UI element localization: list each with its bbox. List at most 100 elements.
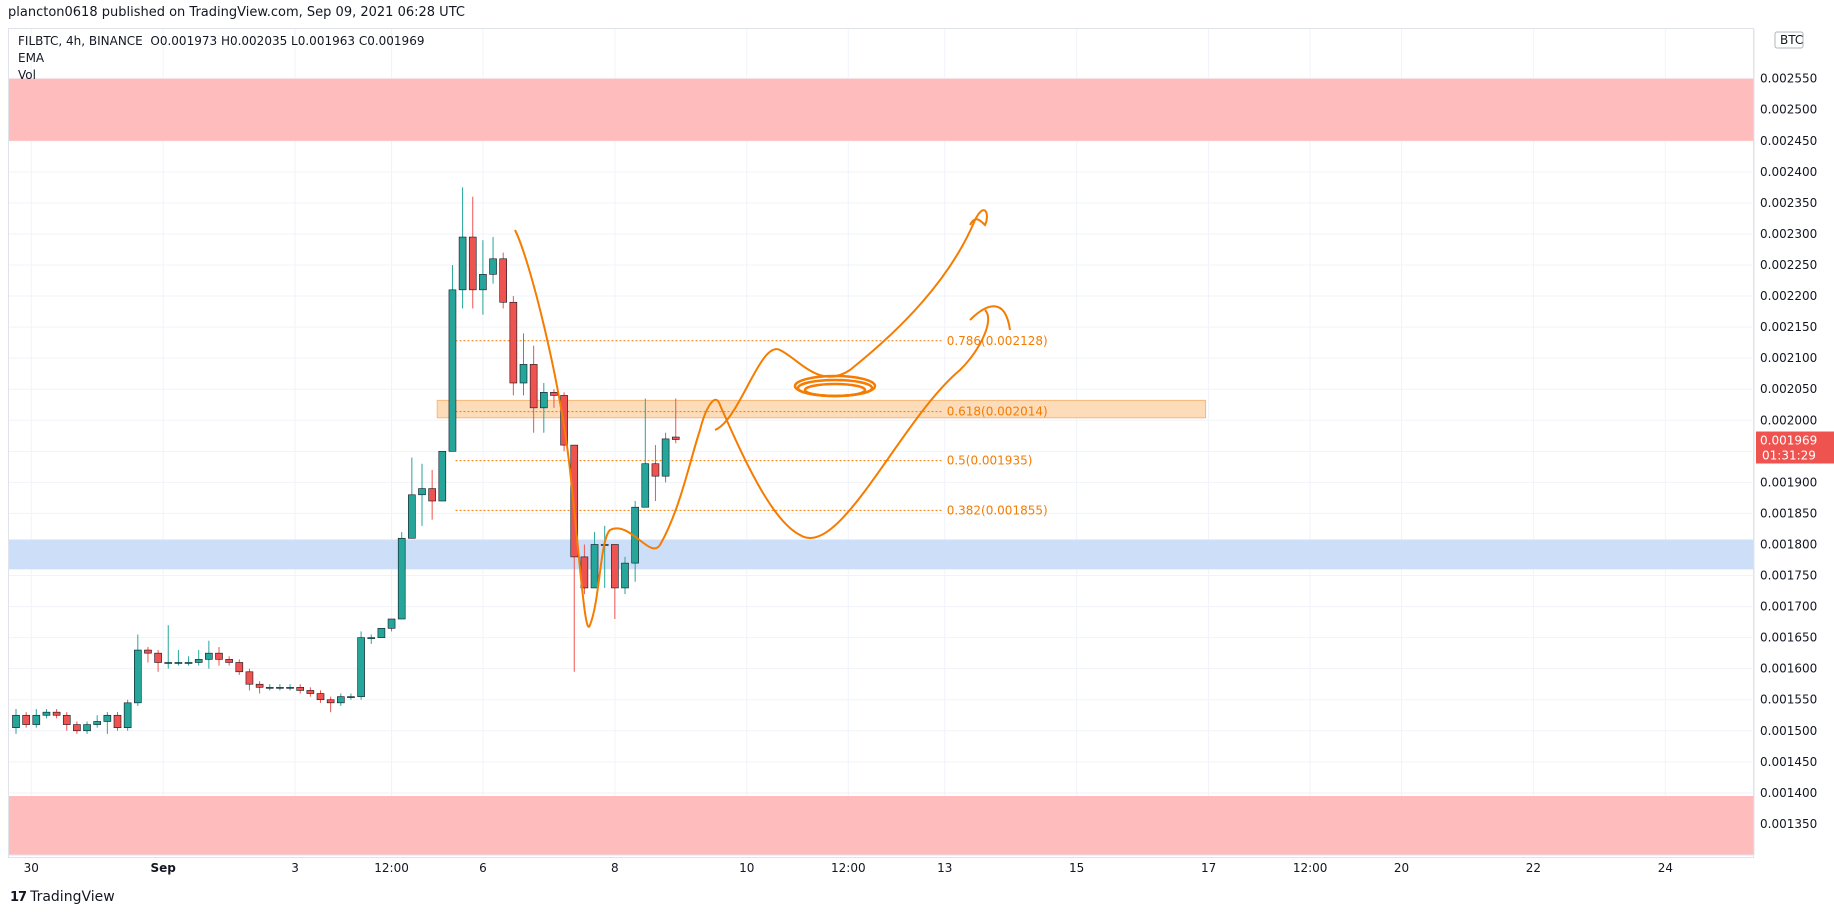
candle-body [215, 652, 223, 660]
candle-body [113, 714, 122, 728]
legend-ohlc-row: FILBTC, 4h, BINANCE O0.001973 H0.002035 … [18, 33, 424, 50]
lower-red-zone [9, 796, 1754, 855]
price-tick-label: 0.001600 [1760, 662, 1817, 676]
candle-body [367, 637, 376, 639]
target-scribble [793, 374, 877, 398]
footer-brand[interactable]: 17 TradingView [10, 889, 115, 905]
candle-body [428, 488, 436, 502]
time-tick-label: 24 [1658, 861, 1673, 875]
price-tick-label: 0.002400 [1760, 165, 1817, 179]
price-tick-label: 0.002300 [1760, 227, 1817, 241]
candle-body [144, 649, 152, 654]
time-tick-label: 30 [24, 861, 39, 875]
candle-body [12, 714, 20, 728]
candle-body [387, 618, 396, 629]
candle-body [539, 392, 548, 409]
fib-level-label: 0.382(0.001855) [947, 503, 1048, 517]
price-tick-label: 0.002250 [1760, 258, 1817, 272]
publish-header: plancton0618 published on TradingView.co… [8, 5, 465, 20]
price-tick-label: 0.002100 [1760, 351, 1817, 365]
candle-body [296, 687, 305, 691]
time-tick-label: 12:00 [1293, 861, 1328, 875]
time-tick-label: 20 [1394, 861, 1409, 875]
projection-path-upper [714, 209, 988, 431]
currency-badge[interactable] [1774, 31, 1804, 49]
candle-body [509, 301, 518, 384]
legend-symbol: FILBTC, 4h, BINANCE [18, 34, 143, 48]
price-tick-label: 0.002500 [1760, 103, 1817, 117]
support-zone [9, 539, 1754, 570]
price-tick-label: 0.001900 [1760, 475, 1817, 489]
legend-high: H0.002035 [220, 34, 288, 48]
candle-body [174, 662, 183, 664]
price-tick-label: 0.002050 [1760, 382, 1817, 396]
upper-resistance-zone [9, 78, 1754, 141]
candle-body [123, 702, 132, 728]
candle-body [32, 714, 41, 725]
candle-body [103, 714, 112, 722]
price-tick-label: 0.002450 [1760, 134, 1817, 148]
candle-body [154, 652, 162, 663]
legend-close: C0.001969 [358, 34, 425, 48]
candle-body [62, 714, 71, 725]
time-tick-label: 12:00 [831, 861, 866, 875]
currency-badge-label: BTC [1780, 33, 1803, 47]
time-tick-label: 3 [291, 861, 299, 875]
candle-body [286, 687, 294, 689]
candle-body [265, 687, 274, 689]
time-tick-label: 13 [937, 861, 952, 875]
legend-low: L0.001963 [291, 34, 355, 48]
price-tick-label: 0.002200 [1760, 289, 1817, 303]
bar-countdown: 01:31:29 [1762, 449, 1816, 463]
footer-brand-label: TradingView [30, 889, 115, 905]
candle-body [164, 662, 173, 664]
candle-body [590, 544, 599, 589]
candle-body [621, 562, 629, 589]
time-tick-label: 8 [611, 861, 619, 875]
time-tick-label: 6 [479, 861, 487, 875]
candle-body [194, 659, 203, 663]
candle-body [408, 494, 416, 539]
price-tick-label: 0.001750 [1760, 569, 1817, 583]
price-tick-label: 0.001850 [1760, 506, 1817, 520]
price-tick-label: 0.001550 [1760, 693, 1817, 707]
candle-body [73, 724, 81, 732]
price-tick-label: 0.001700 [1760, 600, 1817, 614]
candle-body [235, 662, 244, 673]
time-tick-label: 10 [739, 861, 754, 875]
candle-body [377, 628, 386, 638]
candle-body [134, 649, 142, 704]
candle-body [671, 436, 680, 440]
projection-path-tail [969, 305, 1011, 331]
candle-body [347, 696, 355, 698]
time-tick-label: 22 [1526, 861, 1541, 875]
legend-vol[interactable]: Vol [18, 68, 36, 82]
fib-level-label: 0.618(0.002014) [947, 405, 1048, 419]
time-tick-label: 15 [1069, 861, 1084, 875]
price-tick-label: 0.001500 [1760, 724, 1817, 738]
chart-legend: FILBTC, 4h, BINANCE O0.001973 H0.002035 … [18, 33, 424, 84]
price-tick-label: 0.001800 [1760, 537, 1817, 551]
candle-body [52, 711, 61, 716]
legend-open: O0.001973 [150, 34, 218, 48]
candle-body [276, 687, 284, 689]
candle-body [42, 711, 51, 716]
candle-body [184, 662, 193, 664]
last-price-tag [1756, 431, 1834, 464]
candle-body [397, 537, 406, 620]
candle-body [468, 236, 477, 291]
candle-body [651, 463, 660, 477]
projection-path-lower [514, 229, 990, 628]
price-tick-label: 0.002550 [1760, 72, 1817, 86]
price-tick-label: 0.001400 [1760, 786, 1817, 800]
last-price-value: 0.001969 [1760, 434, 1817, 448]
candle-body [357, 637, 365, 697]
candle-body [418, 488, 426, 496]
candle-body [245, 671, 254, 685]
time-tick-label: Sep [150, 861, 176, 875]
legend-ema[interactable]: EMA [18, 51, 45, 65]
candle-body [550, 392, 558, 396]
time-tick-label: 17 [1201, 861, 1216, 875]
fib-zone [436, 399, 1207, 419]
